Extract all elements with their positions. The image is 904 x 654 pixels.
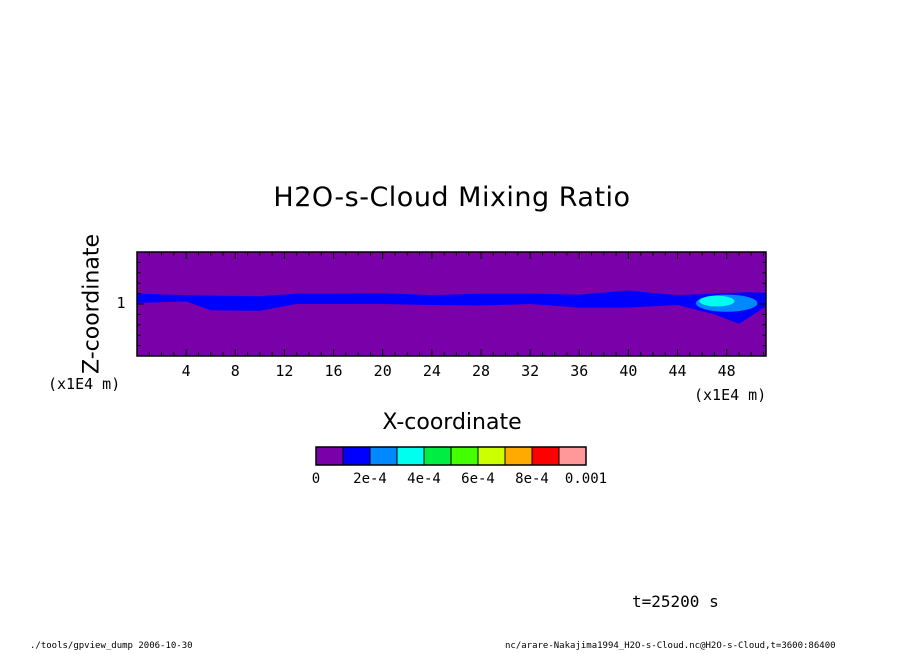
- time-annotation: t=25200 s: [632, 592, 719, 611]
- x-tick-label: 16: [324, 362, 343, 380]
- footer-right: nc/arare-Nakajima1994_H2O-s-Cloud.nc@H2O…: [505, 641, 836, 651]
- colorbar-tick-label: 0.001: [564, 471, 608, 487]
- colorbar-segment: [423, 446, 452, 466]
- chart-title: H2O-s-Cloud Mixing Ratio: [273, 182, 631, 213]
- colorbar-segment: [342, 446, 371, 466]
- x-tick-label: 32: [521, 362, 540, 380]
- x-tick-label: 44: [668, 362, 687, 380]
- x-tick-label: 36: [570, 362, 589, 380]
- cloud-peak-region: [699, 295, 735, 307]
- colorbar-tick-label: 0: [311, 471, 321, 487]
- footer-left: ./tools/gpview_dump 2006-10-30: [30, 641, 193, 651]
- x-tick-label: 48: [717, 362, 736, 380]
- x-tick-label: 8: [230, 362, 240, 380]
- colorbar-tick-label: 2e-4: [353, 471, 387, 487]
- colorbar-segment: [315, 446, 344, 466]
- y-axis-label: Z-coordinate: [79, 234, 105, 374]
- colorbar-segment: [531, 446, 560, 466]
- x-axis-label: X-coordinate: [382, 410, 522, 435]
- y-axis-unit: (x1E4 m): [48, 375, 121, 393]
- colorbar-segment: [369, 446, 398, 466]
- colorbar-segment: [396, 446, 425, 466]
- x-tick-label: 40: [619, 362, 638, 380]
- colorbar-tick-label: 8e-4: [515, 471, 549, 487]
- colorbar-tick-label: 6e-4: [461, 471, 495, 487]
- colorbar-frame: [315, 446, 587, 466]
- x-tick-label: 28: [471, 362, 491, 380]
- colorbar-segment: [450, 446, 479, 466]
- x-tick-label: 24: [422, 362, 441, 380]
- cloud-band: [137, 290, 766, 324]
- x-tick-label: 4: [181, 362, 191, 380]
- colorbar-segment: [477, 446, 506, 466]
- x-tick-label: 12: [275, 362, 294, 380]
- colorbar-segment: [558, 446, 587, 466]
- y-tick-label: 1: [116, 294, 126, 312]
- colorbar-segment: [504, 446, 533, 466]
- x-axis-unit: (x1E4 m): [694, 386, 767, 404]
- x-tick-label: 20: [373, 362, 392, 380]
- colorbar-tick-label: 4e-4: [407, 471, 441, 487]
